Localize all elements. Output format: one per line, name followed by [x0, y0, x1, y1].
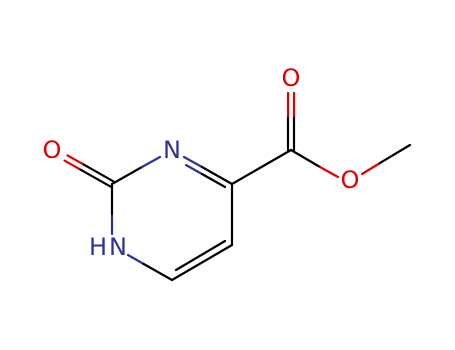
bond	[80, 162, 115, 183]
bond	[360, 161, 382, 176]
atom-label: O	[341, 166, 360, 194]
bond	[200, 172, 227, 189]
bond	[77, 167, 112, 188]
bond	[126, 253, 144, 265]
bond	[378, 143, 412, 165]
atom-label: N	[109, 233, 127, 261]
atom-label: N	[163, 136, 181, 164]
bond	[182, 155, 204, 169]
bonds	[63, 91, 412, 282]
atom-label: H	[89, 233, 107, 261]
bond	[200, 165, 234, 186]
atom-label: O	[43, 136, 62, 164]
bond	[63, 159, 81, 170]
bond	[140, 155, 162, 169]
bond	[289, 148, 322, 169]
bond	[230, 148, 293, 186]
bond	[140, 261, 174, 282]
bond	[66, 154, 84, 165]
bond	[174, 239, 227, 272]
bond	[184, 163, 204, 176]
bond	[318, 165, 340, 179]
bond	[110, 165, 144, 186]
atom-label: O	[282, 64, 301, 92]
bond	[170, 243, 234, 282]
atom-labels: O N O O H N	[43, 64, 360, 261]
